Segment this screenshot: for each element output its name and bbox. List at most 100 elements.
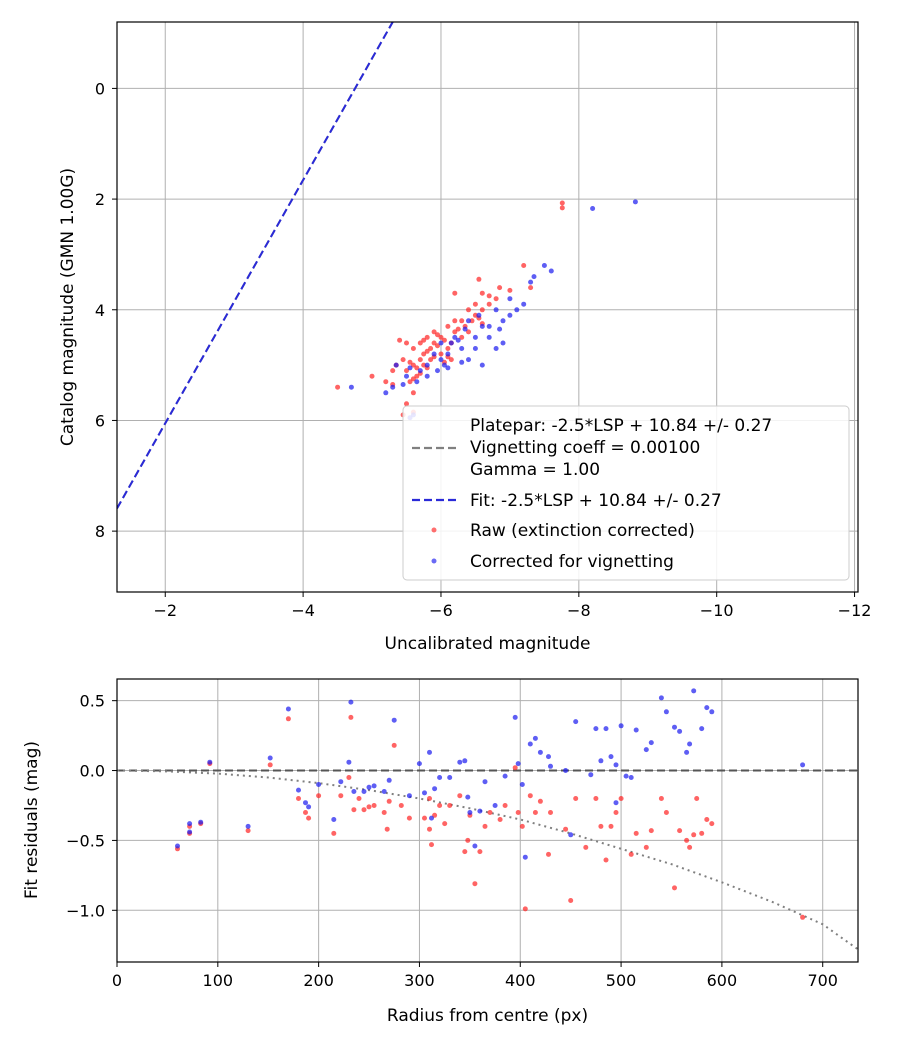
top-raw-point — [421, 351, 427, 357]
top-corrected-point — [493, 346, 499, 351]
legend-fit-label: Fit: -2.5*LSP + 10.84 +/- 0.27 — [470, 491, 722, 511]
bottom-corrected-point — [633, 727, 639, 733]
bottom-corrected-point — [691, 688, 697, 694]
bottom-raw-point — [285, 716, 291, 722]
top-raw-point — [445, 323, 451, 329]
top-corrected-point — [486, 334, 492, 340]
bottom-y-tick-label: −1.0 — [66, 901, 105, 920]
top-raw-point — [424, 348, 430, 354]
bottom-x-tick-label: 600 — [707, 971, 738, 990]
top-raw-point — [410, 362, 416, 368]
legend-raw-marker — [431, 527, 437, 533]
bottom-raw-point — [603, 857, 609, 863]
top-y-tick-label: 0 — [95, 79, 105, 98]
bottom-raw-point — [398, 803, 404, 808]
bottom-corrected-point — [366, 784, 372, 790]
top-corrected-point — [445, 351, 451, 357]
bottom-raw-point — [709, 821, 715, 827]
bottom-y-tick-label: −0.5 — [66, 831, 105, 850]
top-corrected-point — [541, 263, 547, 268]
top-raw-point — [407, 359, 413, 365]
bottom-corrected-point — [687, 741, 693, 747]
top-raw-point — [414, 373, 420, 379]
bottom-corrected-point — [472, 843, 478, 849]
bottom-raw-point — [422, 815, 427, 821]
top-corrected-point — [390, 384, 396, 390]
bottom-scatter-points — [175, 688, 806, 920]
top-corrected-point — [500, 318, 506, 324]
top-raw-point — [400, 357, 406, 363]
bottom-corrected-point — [386, 777, 392, 783]
top-chart: −2 −4 −6 −8 −10 −12 0 2 4 6 8 Uncalibrated magnitu… — [58, 21, 872, 654]
top-raw-point — [493, 296, 499, 302]
bottom-raw-point — [371, 803, 377, 808]
bottom-corrected-point — [515, 761, 521, 767]
bottom-raw-point — [663, 810, 669, 815]
bottom-raw-point — [331, 830, 337, 836]
bottom-raw-point — [548, 810, 553, 815]
legend-platepar-line3: Gamma = 1.00 — [470, 460, 600, 480]
top-plot-frame — [116, 21, 859, 593]
bottom-raw-point — [384, 826, 390, 832]
bottom-grid — [116, 679, 858, 962]
bottom-corrected-point — [537, 749, 543, 755]
bottom-corrected-point — [684, 749, 690, 755]
bottom-corrected-point — [296, 787, 301, 793]
bottom-corrected-point — [546, 754, 551, 760]
bottom-raw-point — [427, 826, 432, 832]
top-corrected-point — [414, 379, 420, 385]
top-y-tick-label: 8 — [95, 522, 105, 541]
bottom-corrected-point — [618, 723, 624, 729]
top-x-tick-label: −8 — [567, 601, 591, 620]
top-raw-point — [459, 334, 465, 340]
top-legend: Platepar: -2.5*LSP + 10.84 +/- 0.27 Vign… — [402, 405, 850, 581]
bottom-corrected-point — [648, 740, 654, 746]
top-x-tick-label: −2 — [153, 601, 177, 620]
top-raw-point — [435, 343, 440, 349]
legend-corrected-marker — [431, 558, 437, 564]
top-ticks: −2 −4 −6 −8 −10 −12 0 2 4 6 8 — [95, 79, 872, 620]
bottom-corrected-point — [663, 709, 669, 715]
top-raw-point — [469, 318, 475, 324]
top-corrected-point — [548, 268, 554, 274]
bottom-x-axis-label: Radius from centre (px) — [387, 1006, 588, 1026]
top-raw-point — [369, 373, 375, 379]
top-raw-point — [404, 401, 409, 407]
legend-corrected-label: Corrected for vignetting — [470, 552, 674, 572]
top-raw-point — [428, 357, 434, 363]
bottom-corrected-point — [429, 815, 434, 821]
bottom-corrected-point — [427, 749, 432, 755]
top-raw-point — [466, 329, 471, 335]
bottom-raw-point — [546, 851, 551, 857]
top-corrected-point — [424, 373, 430, 379]
top-y-axis-label: Catalog magnitude (GMN 1.00G) — [58, 168, 78, 446]
top-scatter-points — [335, 199, 638, 421]
bottom-raw-point — [427, 796, 432, 801]
bottom-x-tick-label: 100 — [203, 971, 234, 990]
bottom-raw-point — [472, 881, 478, 887]
top-corrected-point — [632, 199, 638, 205]
bottom-corrected-point — [437, 775, 443, 780]
top-corrected-point — [459, 346, 465, 351]
bottom-corrected-point — [709, 709, 715, 715]
bottom-raw-point — [457, 793, 463, 799]
bottom-ticks: 0 100 200 300 400 500 600 700 0.5 0.0 −0.5 −1.0 — [66, 692, 838, 990]
bottom-corrected-point — [457, 759, 463, 765]
top-corrected-point — [521, 301, 527, 307]
bottom-corrected-point — [447, 775, 453, 780]
top-raw-point — [466, 307, 471, 313]
bottom-raw-point — [593, 796, 599, 801]
bottom-corrected-point — [467, 810, 473, 815]
top-corrected-point — [462, 326, 468, 332]
legend-platepar-line1: Platepar: -2.5*LSP + 10.84 +/- 0.27 — [470, 416, 772, 436]
top-corrected-point — [472, 334, 478, 340]
top-raw-point — [452, 329, 458, 335]
top-corrected-point — [393, 362, 399, 368]
top-raw-point — [438, 334, 444, 340]
bottom-raw-point — [800, 914, 806, 920]
bottom-corrected-point — [603, 726, 609, 732]
bottom-raw-point — [691, 832, 697, 838]
bottom-corrected-point — [643, 747, 649, 753]
bottom-raw-point — [477, 849, 483, 855]
bottom-raw-point — [361, 807, 367, 813]
